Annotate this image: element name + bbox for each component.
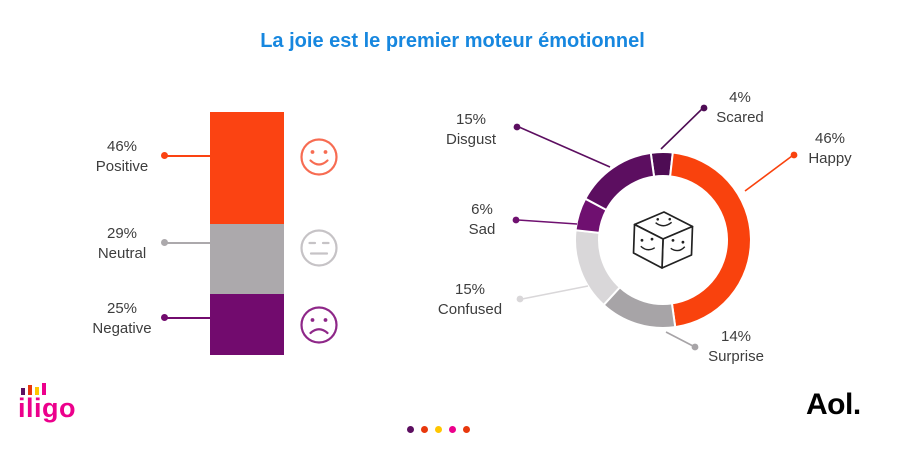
pagination-dot[interactable] bbox=[434, 426, 442, 433]
donut-segment-confused bbox=[574, 229, 622, 307]
bar-segment-positive bbox=[210, 112, 284, 224]
pagination-dot[interactable] bbox=[406, 426, 414, 433]
bar-label-positive: 46% Positive bbox=[62, 137, 182, 176]
bar-label-negative: 25% Negative bbox=[62, 299, 182, 338]
leader-dot-surprise bbox=[691, 343, 699, 351]
bar-segment-neutral bbox=[210, 223, 284, 295]
emotion-cube-icon bbox=[632, 211, 694, 269]
donut-label-disgust-pct: 15% bbox=[455, 111, 487, 128]
bar-label-positive-pct: 46% bbox=[106, 138, 138, 155]
aol-logo: Aol. bbox=[806, 388, 861, 421]
iligo-logo-bar bbox=[28, 385, 32, 395]
pagination-dot[interactable] bbox=[448, 426, 456, 433]
donut-segment-happy bbox=[669, 151, 752, 329]
leader-line-surprise bbox=[665, 331, 694, 347]
leader-dot-confused bbox=[516, 295, 524, 303]
iligo-logo-bar bbox=[21, 388, 25, 395]
bar-label-neutral: 29% Neutral bbox=[62, 224, 182, 263]
neutral-face-icon bbox=[300, 229, 338, 267]
donut-label-surprise: 14% Surprise bbox=[698, 327, 774, 366]
iligo-logo: iligo bbox=[18, 383, 76, 422]
donut-label-scared-pct: 4% bbox=[729, 89, 751, 106]
donut-label-disgust-name: Disgust bbox=[445, 130, 497, 148]
donut-label-happy-pct: 46% bbox=[814, 130, 846, 147]
leader-dot-happy bbox=[790, 151, 798, 159]
donut-label-surprise-name: Surprise bbox=[708, 347, 764, 365]
leader-line-neutral bbox=[167, 242, 210, 244]
donut-ring bbox=[574, 151, 752, 329]
leader-dot-positive bbox=[161, 152, 168, 159]
bar-label-neutral-pct: 29% bbox=[106, 225, 138, 242]
bar-label-negative-pct: 25% bbox=[106, 300, 138, 317]
bar-label-negative-name: Negative bbox=[92, 319, 152, 337]
bar-label-positive-name: Positive bbox=[95, 157, 149, 175]
donut-label-confused: 15% Confused bbox=[425, 280, 515, 319]
leader-dot-sad bbox=[512, 216, 520, 224]
bar-label-neutral-name: Neutral bbox=[97, 244, 147, 262]
leader-line-happy bbox=[744, 155, 793, 192]
donut-label-sad-name: Sad bbox=[468, 220, 496, 238]
sad-face-icon bbox=[300, 306, 338, 344]
donut-label-sad: 6% Sad bbox=[452, 200, 512, 239]
donut-segment-disgust bbox=[583, 151, 656, 212]
leader-line-sad bbox=[517, 219, 578, 225]
pagination-dot[interactable] bbox=[462, 426, 470, 433]
donut-label-happy-name: Happy bbox=[808, 149, 852, 167]
donut-label-confused-name: Confused bbox=[437, 300, 503, 318]
leader-line-negative bbox=[167, 317, 210, 319]
donut-label-confused-pct: 15% bbox=[454, 281, 486, 298]
iligo-logo-bar bbox=[42, 383, 46, 395]
iligo-logo-text: iligo bbox=[18, 393, 76, 423]
bar-segment-negative bbox=[210, 294, 284, 355]
happy-face-icon bbox=[300, 138, 338, 176]
page-title: La joie est le premier moteur émotionnel bbox=[260, 30, 645, 52]
leader-dot-disgust bbox=[513, 123, 521, 131]
leader-line-scared bbox=[660, 108, 703, 150]
leader-line-disgust bbox=[518, 126, 611, 168]
donut-label-sad-pct: 6% bbox=[471, 201, 493, 218]
iligo-logo-bar bbox=[35, 387, 39, 395]
donut-label-scared-name: Scared bbox=[716, 108, 764, 126]
leader-line-positive bbox=[167, 155, 210, 157]
donut-label-happy: 46% Happy bbox=[797, 129, 863, 168]
donut-chart bbox=[512, 104, 798, 351]
leader-line-confused bbox=[521, 285, 589, 300]
leader-dot-neutral bbox=[161, 239, 168, 246]
pagination-dot[interactable] bbox=[420, 426, 428, 433]
pagination-dots bbox=[403, 426, 473, 433]
iligo-logo-bars bbox=[21, 383, 76, 395]
leader-dot-negative bbox=[161, 314, 168, 321]
donut-label-surprise-pct: 14% bbox=[720, 328, 752, 345]
leader-dot-scared bbox=[700, 104, 708, 112]
stacked-bar bbox=[210, 112, 284, 355]
donut-label-scared: 4% Scared bbox=[708, 88, 772, 127]
donut-label-disgust: 15% Disgust bbox=[430, 110, 512, 149]
